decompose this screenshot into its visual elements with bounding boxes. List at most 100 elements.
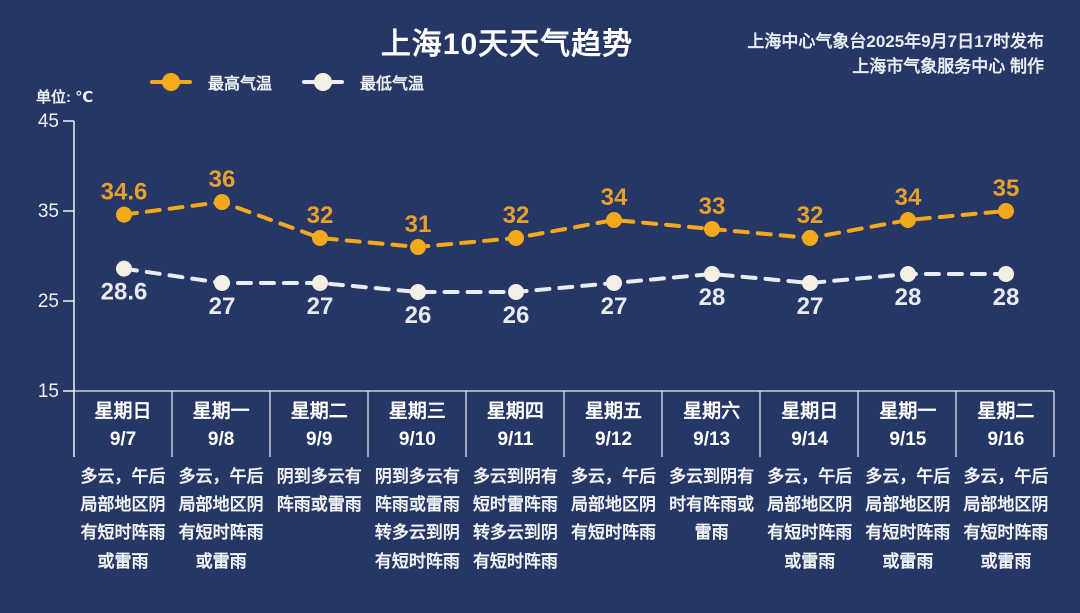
forecast-cell: 多云到阴有时有阵雨或雷雨	[663, 463, 761, 576]
high-temp-point	[312, 230, 328, 246]
weekday-label: 星期五	[585, 401, 643, 422]
high-temp-value-label: 32	[797, 202, 824, 229]
low-temp-line	[122, 266, 1008, 294]
day-cell: 星期一 9/8	[172, 391, 270, 457]
high-temp-point	[802, 230, 818, 246]
day-cell: 星期三 9/10	[368, 391, 466, 457]
forecast-cell: 阴到多云有 阵雨或雷雨 转多云到阴 有短时阵雨	[368, 463, 466, 576]
weekday-label: 星期四	[486, 401, 544, 422]
forecast-line: 有短时阵雨	[178, 523, 264, 543]
high-temp-value-label: 34	[601, 184, 628, 211]
low-temp-value-label: 27	[209, 293, 236, 320]
low-temp-point	[704, 266, 720, 282]
weekday-label: 星期一	[192, 401, 250, 422]
forecast-line: 局部地区阴	[865, 495, 951, 515]
forecast-line: 多云，午后	[80, 467, 166, 486]
forecast-line: 多云到阴有	[669, 467, 755, 486]
weekday-label: 星期日	[94, 401, 152, 422]
forecast-cell: 阴到多云有 阵雨或雷雨	[270, 463, 368, 576]
forecast-line: 多云，午后	[178, 467, 264, 486]
forecast-cell: 多云，午后局部地区阴有短时阵雨或雷雨	[74, 463, 172, 576]
forecast-line: 阴到多云有	[374, 467, 460, 486]
low-temp-value-label: 27	[601, 293, 628, 320]
forecast-line: 有短时阵雨	[472, 551, 558, 571]
day-cell: 星期二 9/16	[957, 391, 1055, 457]
chart-legend: 最高气温 最低气温	[150, 70, 424, 94]
low-temp-point	[606, 275, 622, 291]
forecast-line: 多云，午后	[571, 467, 657, 486]
forecast-line: 雷雨	[694, 523, 729, 543]
low-temp-point	[508, 284, 524, 300]
forecast-line: 有短时阵雨	[80, 523, 166, 543]
low-temp-value-label: 28	[895, 284, 922, 311]
publisher-line-1: 上海中心气象台2025年9月7日17时发布	[747, 32, 1044, 51]
forecast-text-row: 多云，午后 局部地区阴 有短时阵雨 或雷雨 多云，午后 局部地区阴 有短时阵雨 或雷雨 阴到多云…	[74, 463, 1055, 576]
date-label: 9/11	[497, 429, 534, 450]
y-tick-label: 45	[38, 111, 59, 132]
low-temp-value-label: 26	[405, 302, 432, 329]
forecast-line: 或雷雨	[97, 551, 149, 571]
day-cell: 星期一 9/15	[859, 391, 957, 457]
y-tick-label: 35	[38, 201, 59, 222]
forecast-line: 阵雨或雷雨	[374, 495, 460, 515]
high-temp-value-label: 32	[503, 202, 530, 229]
y-tick-label: 15	[38, 381, 59, 402]
forecast-line: 有短时阵雨	[767, 523, 853, 543]
date-label: 9/16	[987, 429, 1025, 450]
forecast-line: 转多云到阴	[374, 523, 460, 543]
forecast-line: 多云，午后	[767, 467, 853, 486]
day-cell: 星期日 9/7	[74, 391, 172, 457]
high-temp-line	[122, 199, 1008, 250]
forecast-line: 局部地区阴	[80, 495, 166, 515]
day-cell: 星期日 9/14	[761, 391, 859, 457]
high-temp-point	[214, 194, 230, 210]
high-temp-point	[606, 212, 622, 228]
low-temp-point	[900, 266, 916, 282]
day-cell: 星期四 9/11	[466, 391, 564, 457]
forecast-line: 或雷雨	[195, 551, 247, 571]
day-cell: 星期二 9/9	[270, 391, 368, 457]
high-temp-point	[998, 203, 1014, 219]
weekday-label: 星期二	[290, 401, 348, 422]
high-temp-value-label: 35	[993, 175, 1020, 202]
day-cell: 星期六 9/13	[663, 391, 761, 457]
weekday-label: 星期三	[388, 401, 446, 422]
weekday-label: 星期一	[879, 401, 937, 422]
low-temp-value-label: 27	[797, 293, 824, 320]
high-temp-value-label: 32	[307, 202, 334, 229]
high-temp-value-label: 36	[209, 166, 236, 193]
forecast-line: 或雷雨	[784, 551, 836, 571]
high-temp-point	[116, 206, 132, 223]
date-label: 9/9	[306, 429, 333, 450]
legend-dot-icon	[162, 73, 180, 91]
forecast-line: 时有阵雨或	[669, 495, 755, 515]
date-label: 9/8	[207, 429, 235, 450]
forecast-cell: 多云，午后局部地区阴有短时阵雨或雷雨	[761, 463, 859, 576]
high-temp-value-label: 34.6	[101, 179, 148, 206]
forecast-line: 多云到阴有	[472, 467, 558, 486]
y-tick-label: 25	[38, 291, 59, 312]
legend-item-low-temp: 最低气温	[302, 70, 424, 94]
forecast-line: 局部地区阴	[178, 495, 264, 515]
forecast-line: 局部地区阴	[963, 495, 1049, 515]
forecast-cell: 多云，午后 局部地区阴 有短时阵雨	[564, 463, 662, 576]
low-temp-marker-icon	[302, 73, 345, 91]
day-labels-row: 星期日 9/7 星期一 9/8 星期二 9/9 星期三 9/10 星期四 9/11 星期五 9/12 星…	[74, 391, 1055, 457]
date-label: 9/15	[889, 429, 927, 450]
forecast-line: 多云，午后	[963, 467, 1049, 486]
low-temp-value-label: 28	[699, 284, 726, 311]
low-temp-value-label: 26	[503, 302, 530, 329]
date-label: 9/7	[109, 429, 137, 450]
high-temp-value-label: 33	[699, 193, 726, 220]
forecast-line: 有短时阵雨	[571, 523, 657, 543]
forecast-line: 有短时阵雨	[865, 523, 951, 543]
page-title: 上海10天天气趋势	[380, 28, 634, 61]
forecast-cell: 多云，午后 局部地区阴 有短时阵雨 或雷雨	[859, 463, 957, 576]
date-label: 9/10	[398, 429, 436, 450]
high-temp-point	[410, 239, 426, 255]
forecast-line: 局部地区阴	[767, 495, 853, 515]
low-temp-point	[998, 266, 1014, 282]
high-temp-point	[900, 212, 916, 228]
